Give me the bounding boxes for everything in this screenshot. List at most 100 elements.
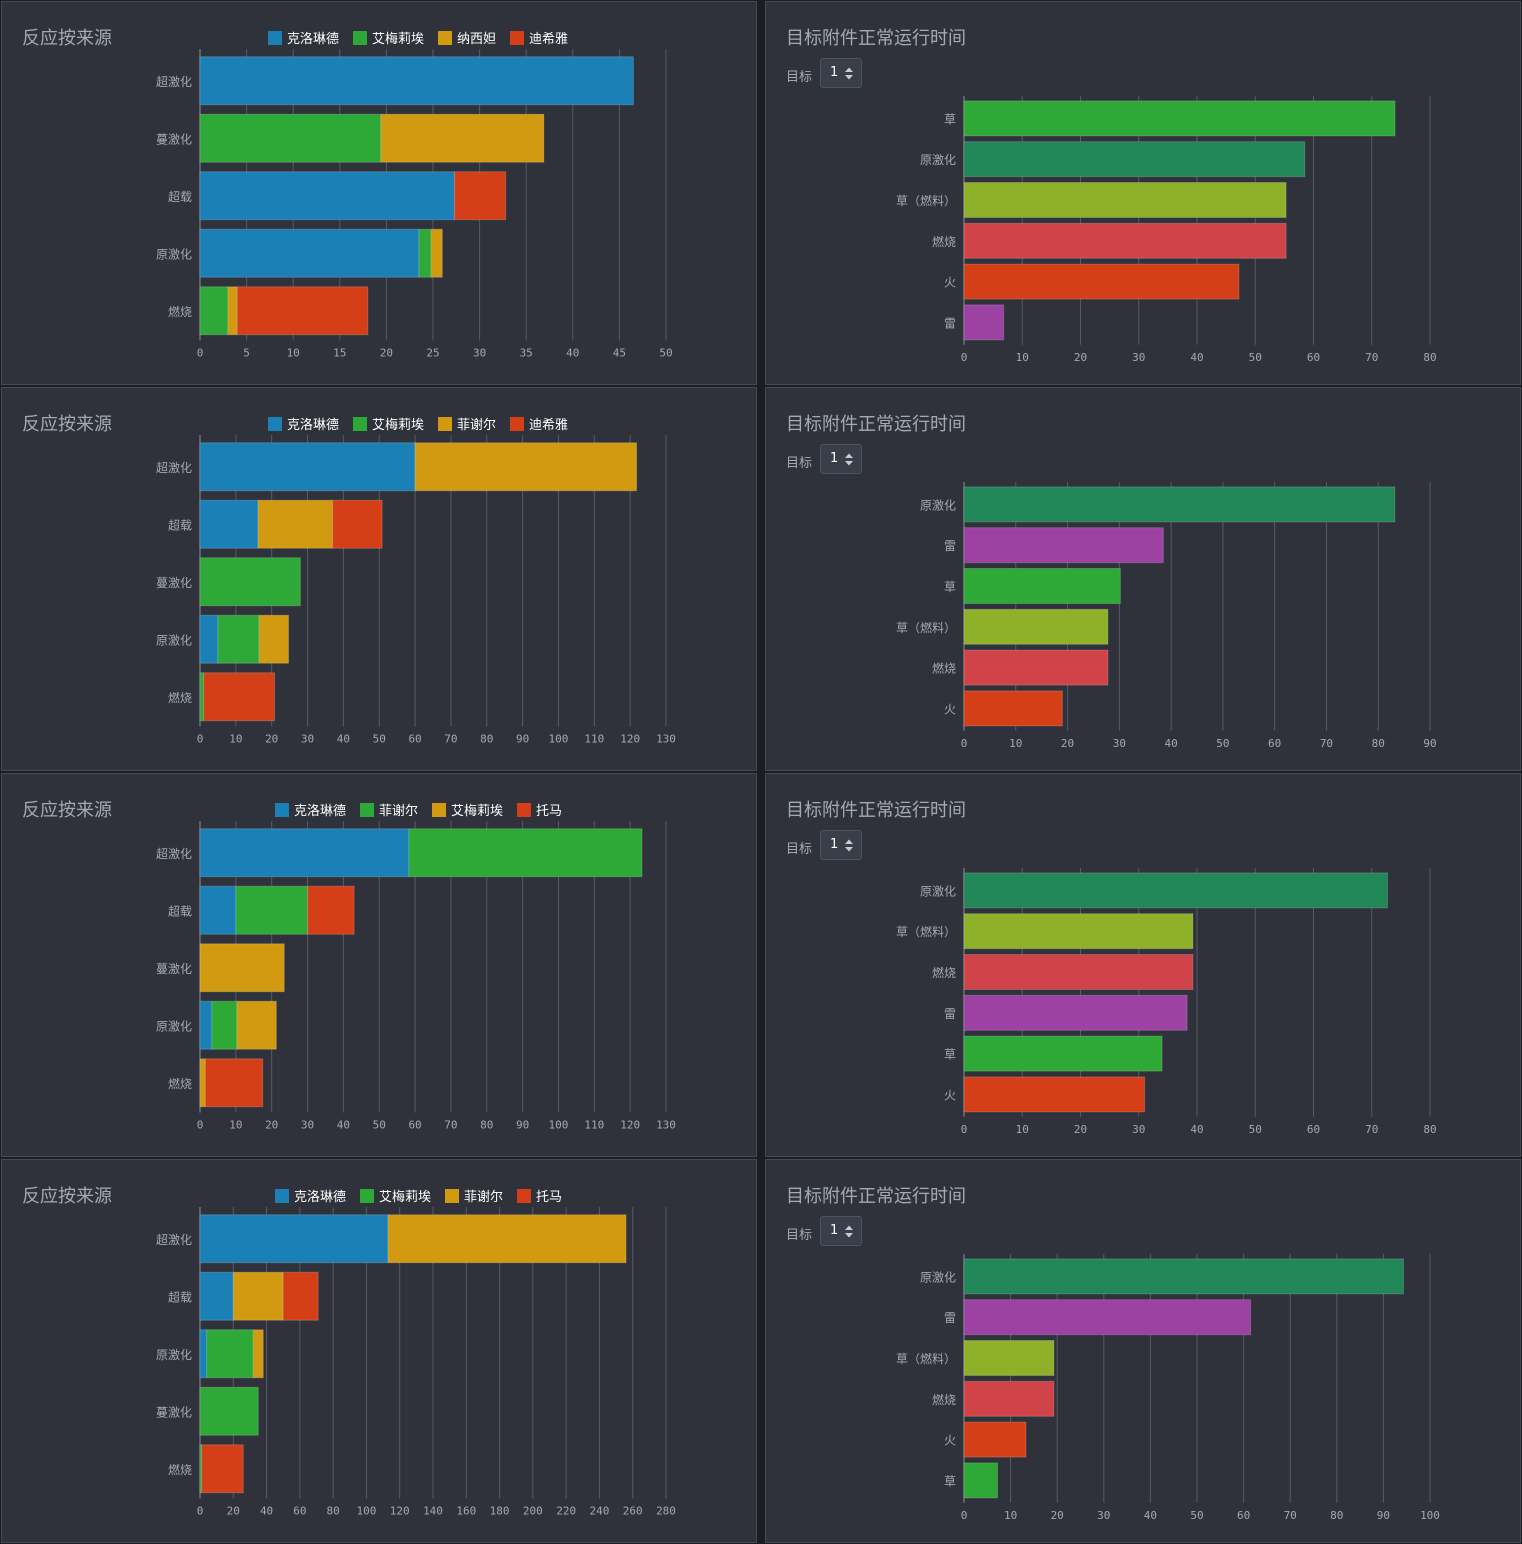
x-tick-label: 80 xyxy=(327,1505,340,1518)
uptime-bar[interactable] xyxy=(963,1299,1252,1336)
bar-segment[interactable] xyxy=(201,1444,244,1494)
bar-segment[interactable] xyxy=(199,557,301,607)
legend-item[interactable]: 迪希雅 xyxy=(510,414,568,433)
bar-segment[interactable] xyxy=(199,113,382,163)
bar-segment[interactable] xyxy=(199,499,259,549)
bar-segment[interactable] xyxy=(199,228,420,278)
uptime-bar[interactable] xyxy=(963,263,1240,300)
bar-segment[interactable] xyxy=(418,228,432,278)
legend-item[interactable]: 托马 xyxy=(517,1186,562,1205)
bar-segment[interactable] xyxy=(199,1271,234,1321)
bar-segment[interactable] xyxy=(387,1214,627,1264)
legend-item[interactable]: 菲谢尔 xyxy=(445,1186,503,1205)
uptime-bar[interactable] xyxy=(963,1421,1027,1458)
uptime-bar[interactable] xyxy=(963,1258,1404,1295)
bar-segment[interactable] xyxy=(206,1329,254,1379)
updown-arrows-icon[interactable] xyxy=(844,839,854,852)
legend-item[interactable]: 艾梅莉埃 xyxy=(353,414,424,433)
bar-segment[interactable] xyxy=(199,943,285,993)
bar-segment[interactable] xyxy=(235,885,309,935)
bar-segment[interactable] xyxy=(199,885,237,935)
uptime-bar[interactable] xyxy=(963,913,1194,950)
updown-arrows-icon[interactable] xyxy=(844,453,854,466)
bar-segment[interactable] xyxy=(199,1058,206,1108)
bar-segment[interactable] xyxy=(258,614,290,664)
legend-item[interactable]: 克洛琳德 xyxy=(275,800,346,819)
uptime-bar[interactable] xyxy=(963,1035,1163,1072)
uptime-bar[interactable] xyxy=(963,1380,1055,1417)
uptime-bar[interactable] xyxy=(963,649,1109,686)
bar-segment[interactable] xyxy=(414,442,638,492)
bar-segment[interactable] xyxy=(199,1000,213,1050)
legend-item[interactable]: 艾梅莉埃 xyxy=(360,1186,431,1205)
x-tick-label: 25 xyxy=(426,347,439,360)
legend-item[interactable]: 菲谢尔 xyxy=(438,414,496,433)
uptime-bar[interactable] xyxy=(963,486,1396,523)
uptime-bar[interactable] xyxy=(963,1462,999,1499)
bar-segment[interactable] xyxy=(199,614,219,664)
bar-segment[interactable] xyxy=(252,1329,264,1379)
uptime-bar[interactable] xyxy=(963,1340,1055,1376)
bar-segment[interactable] xyxy=(380,113,545,163)
legend-item[interactable]: 艾梅莉埃 xyxy=(353,28,424,47)
uptime-bar[interactable] xyxy=(963,222,1287,259)
legend-item[interactable]: 克洛琳德 xyxy=(268,414,339,433)
bar-segment[interactable] xyxy=(199,672,205,722)
bar-segment[interactable] xyxy=(199,828,410,878)
bar-segment[interactable] xyxy=(199,1214,389,1264)
uptime-bar[interactable] xyxy=(963,100,1396,137)
bar-segment[interactable] xyxy=(204,1058,264,1108)
uptime-bar[interactable] xyxy=(963,141,1306,178)
bar-segment[interactable] xyxy=(430,228,443,278)
bar-segment[interactable] xyxy=(217,614,260,664)
uptime-bar[interactable] xyxy=(963,527,1164,564)
uptime-bar[interactable] xyxy=(963,568,1121,604)
bar-segment[interactable] xyxy=(227,286,238,336)
uptime-bar[interactable] xyxy=(963,994,1188,1031)
target-stepper[interactable]: 1 xyxy=(820,58,862,88)
bar-segment[interactable] xyxy=(332,499,383,549)
category-label: 燃烧 xyxy=(932,234,956,249)
bar-segment[interactable] xyxy=(203,672,276,722)
bar-segment[interactable] xyxy=(211,1000,238,1050)
bar-segment[interactable] xyxy=(257,499,334,549)
x-tick-label: 140 xyxy=(423,1505,443,1518)
uptime-bar[interactable] xyxy=(963,304,1005,341)
legend-label: 迪希雅 xyxy=(529,418,569,433)
bar-segment[interactable] xyxy=(199,56,634,106)
bar-segment[interactable] xyxy=(199,171,455,221)
bar-segment[interactable] xyxy=(199,1386,259,1436)
legend-item[interactable]: 艾梅莉埃 xyxy=(432,800,503,819)
x-tick-label: 0 xyxy=(961,351,968,364)
bar-segment[interactable] xyxy=(453,171,507,221)
uptime-bar[interactable] xyxy=(963,1076,1146,1113)
bar-segment[interactable] xyxy=(307,885,355,935)
uptime-bar[interactable] xyxy=(963,608,1109,645)
uptime-bar[interactable] xyxy=(963,954,1194,990)
legend-item[interactable]: 克洛琳德 xyxy=(268,28,339,47)
legend-item[interactable]: 纳西妲 xyxy=(438,28,496,47)
bar-segment[interactable] xyxy=(408,828,643,878)
legend-item[interactable]: 托马 xyxy=(517,800,562,819)
bar-segment[interactable] xyxy=(199,442,416,492)
bar-segment[interactable] xyxy=(232,1271,284,1321)
bar-segment[interactable] xyxy=(199,1329,208,1379)
legend-item[interactable]: 迪希雅 xyxy=(510,28,568,47)
category-label: 蔓激化 xyxy=(156,576,192,590)
updown-arrows-icon[interactable] xyxy=(844,1225,854,1238)
x-tick-label: 40 xyxy=(1190,351,1203,364)
bar-segment[interactable] xyxy=(282,1271,319,1321)
uptime-bar[interactable] xyxy=(963,872,1388,909)
target-stepper[interactable]: 1 xyxy=(820,1216,862,1246)
uptime-bar[interactable] xyxy=(963,182,1287,218)
bar-segment[interactable] xyxy=(236,286,369,336)
legend-item[interactable]: 克洛琳德 xyxy=(275,1186,346,1205)
target-stepper[interactable]: 1 xyxy=(820,444,862,474)
uptime-bar[interactable] xyxy=(963,690,1063,727)
updown-arrows-icon[interactable] xyxy=(844,67,854,80)
legend-item[interactable]: 菲谢尔 xyxy=(360,800,418,819)
legend-label: 艾梅莉埃 xyxy=(379,1190,432,1205)
bar-segment[interactable] xyxy=(236,1000,277,1050)
bar-segment[interactable] xyxy=(199,286,229,336)
target-stepper[interactable]: 1 xyxy=(820,830,862,860)
